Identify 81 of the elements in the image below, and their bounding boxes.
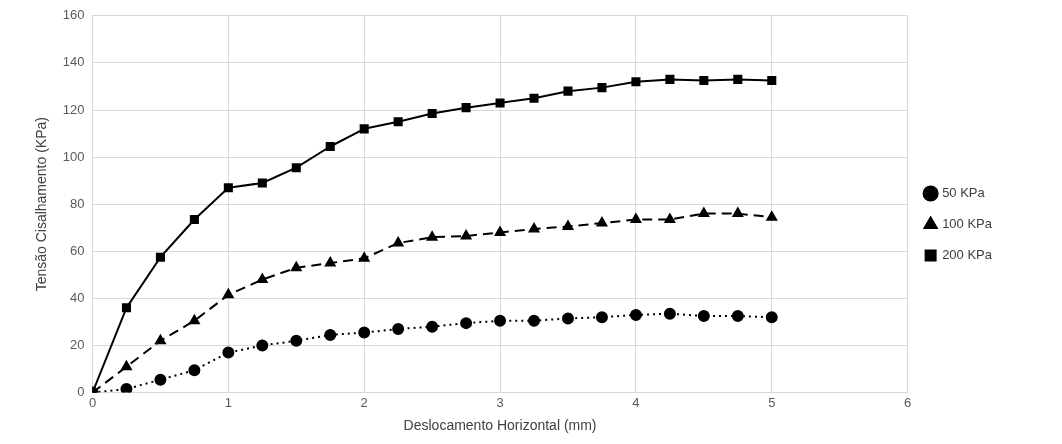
x-tick-label: 6 bbox=[904, 394, 912, 410]
point bbox=[222, 346, 235, 359]
point bbox=[324, 328, 337, 341]
point bbox=[765, 311, 778, 324]
point bbox=[766, 211, 778, 221]
y-tick-label: 20 bbox=[70, 337, 85, 353]
y-tick-label: 80 bbox=[70, 195, 85, 211]
point bbox=[392, 323, 405, 336]
point bbox=[732, 207, 744, 218]
x-axis-title: Deslocamento Horizontal (mm) bbox=[403, 417, 597, 434]
y-tick-label: 140 bbox=[62, 54, 85, 70]
point bbox=[630, 213, 642, 224]
x-tick-label: 1 bbox=[224, 394, 232, 410]
point bbox=[155, 334, 166, 345]
y-tick-label: 100 bbox=[62, 148, 85, 164]
point bbox=[697, 310, 710, 323]
point bbox=[223, 288, 234, 299]
point bbox=[290, 334, 303, 347]
point bbox=[460, 229, 472, 240]
point bbox=[528, 314, 541, 327]
point bbox=[290, 261, 302, 272]
point bbox=[563, 86, 573, 96]
point bbox=[188, 364, 201, 377]
point bbox=[562, 220, 574, 231]
point bbox=[664, 213, 676, 224]
point bbox=[699, 76, 709, 86]
x-tick-label: 4 bbox=[632, 394, 640, 410]
x-tick-label: 2 bbox=[360, 394, 368, 410]
y-tick-label: 160 bbox=[62, 7, 85, 23]
point bbox=[325, 141, 335, 152]
point bbox=[528, 222, 540, 233]
point bbox=[154, 373, 167, 386]
point bbox=[733, 74, 743, 84]
point bbox=[495, 98, 505, 108]
point bbox=[359, 124, 369, 134]
point bbox=[426, 320, 439, 333]
point bbox=[120, 383, 133, 393]
point bbox=[460, 317, 473, 330]
point bbox=[358, 326, 371, 339]
point bbox=[257, 178, 267, 188]
point bbox=[494, 314, 507, 327]
point bbox=[494, 226, 506, 236]
point bbox=[595, 311, 608, 324]
point bbox=[223, 183, 233, 193]
point bbox=[596, 217, 608, 227]
x-tick-label: 3 bbox=[496, 394, 504, 410]
x-tick-label: 0 bbox=[88, 394, 97, 410]
point bbox=[324, 257, 336, 267]
point bbox=[529, 93, 539, 103]
point bbox=[358, 252, 370, 262]
point bbox=[597, 83, 607, 93]
point bbox=[767, 76, 777, 86]
point bbox=[731, 310, 744, 323]
y-tick-label: 0 bbox=[77, 384, 85, 400]
point bbox=[631, 77, 641, 87]
legend-label: 50 KPa bbox=[942, 185, 986, 201]
point bbox=[663, 307, 676, 320]
y-tick-label: 60 bbox=[70, 242, 85, 258]
point bbox=[698, 207, 710, 218]
legend-label: 200 KPa bbox=[942, 247, 993, 263]
point bbox=[189, 214, 199, 225]
point bbox=[629, 308, 642, 321]
point bbox=[121, 303, 131, 313]
y-tick-label: 120 bbox=[62, 101, 85, 117]
x-tick-label: 5 bbox=[768, 394, 776, 410]
point bbox=[291, 163, 301, 173]
legend-label: 100 KPa bbox=[942, 216, 993, 232]
point bbox=[665, 74, 675, 84]
point bbox=[392, 237, 404, 247]
point bbox=[561, 312, 574, 325]
point bbox=[393, 117, 403, 127]
point bbox=[461, 103, 471, 113]
point bbox=[189, 314, 200, 325]
point bbox=[427, 109, 437, 119]
point bbox=[256, 273, 268, 284]
y-axis-title: Tensão Cisalhamento (KPa) bbox=[33, 117, 50, 292]
point bbox=[426, 231, 438, 241]
point bbox=[121, 360, 132, 371]
point bbox=[155, 252, 165, 262]
y-tick-label: 40 bbox=[70, 289, 85, 305]
point bbox=[256, 339, 269, 352]
